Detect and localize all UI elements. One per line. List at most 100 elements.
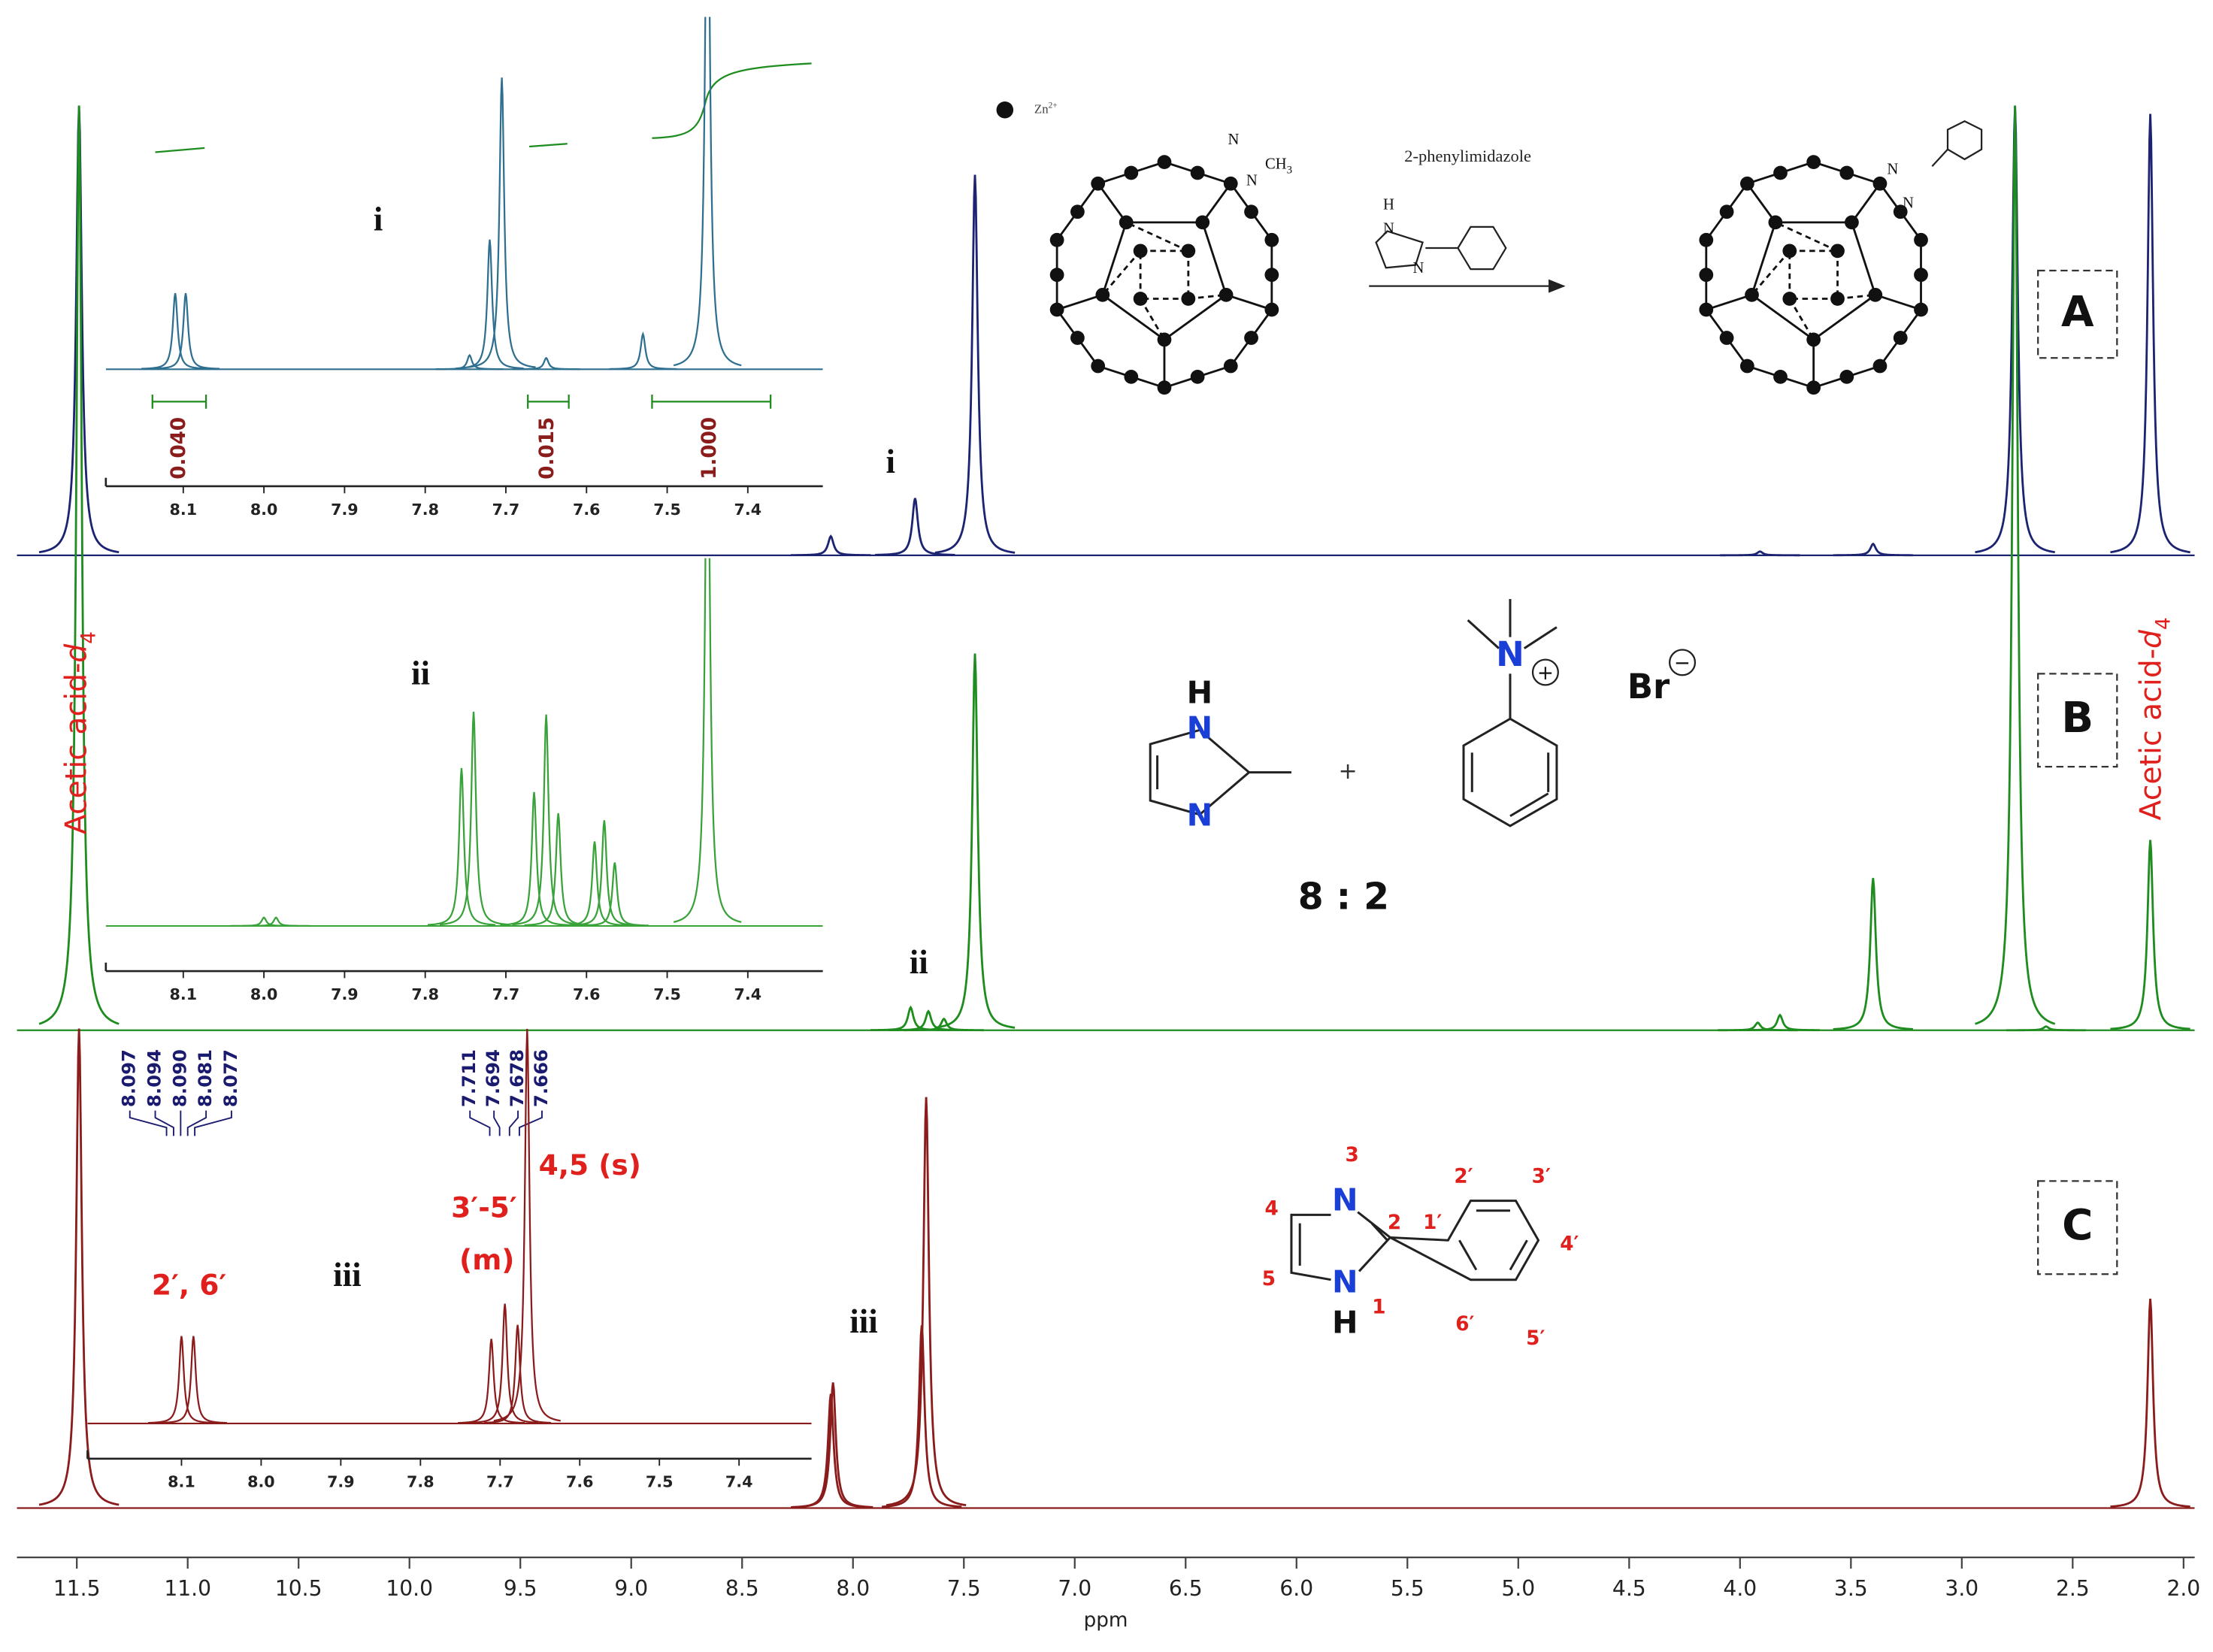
integral-curve	[155, 147, 205, 153]
label-part: Zn	[1034, 101, 1049, 116]
label-part: CH	[1265, 156, 1287, 172]
peak	[427, 767, 496, 926]
shift-leader	[129, 1110, 232, 1136]
x-tick-label: 2.0	[2166, 1576, 2200, 1601]
atom-label: N	[1412, 260, 1424, 277]
x-tick-label: 7.5	[653, 985, 681, 1003]
cation-charge-circle	[1531, 658, 1559, 686]
zn-node	[1782, 244, 1797, 259]
x-tick-label: 7.7	[492, 985, 520, 1003]
peak	[2110, 1298, 2190, 1508]
atom-label: CH3	[1265, 156, 1292, 177]
peak	[38, 105, 120, 1025]
spectra	[17, 105, 2195, 1509]
zn-node	[1223, 176, 1238, 191]
zn-node	[1119, 215, 1134, 230]
shift-label: 8.077	[219, 1049, 241, 1107]
peak	[471, 1303, 539, 1424]
zn-node	[1049, 302, 1064, 317]
peak	[904, 1017, 984, 1032]
zn-node	[1773, 165, 1788, 180]
zn-node	[1133, 244, 1148, 259]
peak	[1718, 1021, 1798, 1032]
label-part: Acetic acid-	[59, 663, 93, 835]
atom-number: 6′	[1455, 1313, 1474, 1336]
peak	[512, 356, 580, 371]
integral-label: 0.015	[536, 417, 559, 480]
x-tick-label: 7.7	[492, 501, 520, 519]
assignment-label: 2′, 6′	[152, 1269, 226, 1302]
zn-node	[1124, 369, 1139, 384]
atom-label: N	[1383, 220, 1394, 237]
x-tick-label: 7.8	[407, 1473, 434, 1491]
zn-node	[1219, 287, 1234, 302]
zn-node	[1719, 331, 1734, 345]
x-axis-label: ppm	[1084, 1609, 1128, 1632]
shift-label: 7.678	[506, 1049, 528, 1107]
peak	[512, 714, 580, 926]
peak-label: ii	[910, 943, 928, 981]
peak	[159, 1336, 227, 1424]
x-tick-label: 9.0	[614, 1576, 648, 1601]
product-phenyl	[1931, 120, 1983, 168]
x-tick-label: 8.1	[170, 985, 198, 1003]
atom-label: N	[1228, 132, 1240, 148]
assignment-label: 3′-5′	[451, 1191, 517, 1224]
x-tick-label: 8.0	[250, 501, 278, 519]
peak	[230, 916, 298, 927]
cage-hidden-edge	[1751, 250, 1791, 296]
peak	[493, 1028, 561, 1422]
assignment-label: (m)	[459, 1243, 514, 1276]
label-part: 4	[77, 631, 100, 644]
zn-node	[1699, 268, 1714, 283]
peak	[934, 653, 1016, 1029]
phenyl-ring	[1389, 1200, 1540, 1281]
imidazole-ring	[1290, 1211, 1392, 1281]
atom-label: H	[1332, 1305, 1358, 1341]
peak	[2110, 840, 2190, 1030]
zn-node	[1773, 369, 1788, 384]
zn-node	[1264, 232, 1279, 247]
x-tick-label: 6.0	[1279, 1576, 1313, 1601]
inset-label: iii	[333, 1256, 362, 1293]
x-tick-label: 2.5	[2056, 1576, 2090, 1601]
integral-curve	[652, 62, 812, 139]
peak	[141, 292, 210, 370]
zn-node	[1244, 204, 1258, 219]
peak	[524, 812, 592, 927]
zn-node	[1830, 244, 1845, 259]
zn-node	[1157, 380, 1172, 395]
x-tick-label: 11.0	[164, 1576, 211, 1601]
zn-node	[1091, 176, 1106, 191]
zn-node	[1719, 204, 1734, 219]
peak	[580, 862, 649, 927]
zn-node	[1195, 215, 1210, 230]
zn-node	[1872, 176, 1888, 191]
shift-label: 7.666	[530, 1049, 552, 1107]
x-tick-label: 7.0	[1058, 1576, 1091, 1601]
x-tick-label: 7.9	[331, 501, 359, 519]
anion-label: Br	[1627, 667, 1670, 706]
peak	[435, 353, 504, 371]
x-tick-label: 7.4	[734, 501, 762, 519]
x-tick-label: 7.4	[725, 1473, 753, 1491]
x-tick-label: 7.8	[411, 985, 439, 1003]
inset-spectrum	[87, 1028, 812, 1424]
atom-number: 1′	[1423, 1212, 1442, 1234]
x-tick-label: 4.5	[1612, 1576, 1646, 1601]
anion-charge-circle	[1669, 649, 1697, 676]
atom-label: N	[1903, 195, 1914, 212]
atom-number: 5′	[1526, 1327, 1545, 1350]
peak	[791, 534, 871, 557]
x-tick-label: 6.5	[1169, 1576, 1203, 1601]
atom-number: 2′	[1454, 1165, 1473, 1188]
zn-node	[1091, 359, 1106, 374]
x-tick-label: 7.4	[734, 985, 762, 1003]
cage-edge	[1225, 293, 1273, 311]
scheme-shapes	[129, 62, 2118, 1281]
legend-label: C	[2062, 1201, 2093, 1250]
cage-edge	[1097, 183, 1128, 223]
cage-edge	[1746, 183, 1777, 223]
zn-legend-dot	[996, 101, 1014, 119]
atom-label: N	[1187, 797, 1213, 834]
